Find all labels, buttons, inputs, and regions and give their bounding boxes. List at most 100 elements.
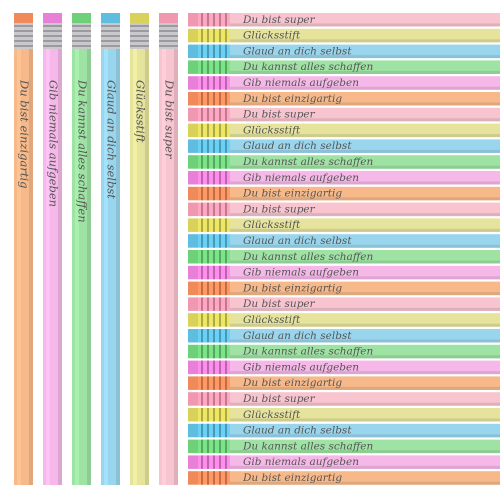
shadow bbox=[230, 39, 500, 43]
ferrule-band bbox=[213, 44, 215, 59]
ferrule-band bbox=[225, 360, 227, 375]
eraser bbox=[188, 76, 198, 90]
ferrule-band bbox=[43, 30, 62, 32]
eraser bbox=[43, 13, 62, 23]
ferrule-band bbox=[213, 28, 215, 43]
vertical-pencil: Glaud an dich selbst bbox=[101, 13, 120, 485]
horizontal-pencil: Glücksstift bbox=[188, 123, 500, 138]
shadow bbox=[230, 197, 500, 201]
shadow bbox=[230, 371, 500, 375]
ferrule-band bbox=[207, 76, 209, 90]
ferrule-band bbox=[201, 60, 203, 74]
pencil-label: Gib niemals aufgeben bbox=[243, 267, 359, 279]
ferrule-band bbox=[201, 171, 203, 185]
ferrule-band bbox=[201, 234, 203, 248]
body bbox=[230, 360, 500, 375]
shadow bbox=[230, 118, 500, 122]
shadow bbox=[230, 228, 500, 232]
pencil-label: Glücksstift bbox=[243, 124, 301, 136]
pencil-label: Du bist super bbox=[242, 298, 316, 310]
pencil-label: Du bist einzigartig bbox=[18, 79, 32, 189]
ferrule-band bbox=[43, 25, 62, 27]
body bbox=[230, 329, 500, 343]
eraser bbox=[188, 107, 198, 122]
ferrule-band bbox=[207, 265, 209, 280]
ferrule-band bbox=[207, 313, 209, 327]
vertical-pencil: Gib niemals aufgeben bbox=[43, 13, 62, 485]
pencil-label: Du bist einzigartig bbox=[242, 377, 342, 389]
ferrule-band bbox=[225, 171, 227, 185]
vertical-pencil: Du bist einzigartig bbox=[14, 13, 33, 485]
pencil-label: Gib niemals aufgeben bbox=[47, 80, 61, 207]
pencil-label: Glücksstift bbox=[243, 219, 301, 231]
eraser bbox=[188, 218, 198, 232]
ferrule-band bbox=[213, 281, 215, 296]
ferrule-band bbox=[219, 123, 221, 138]
ferrule-band bbox=[159, 40, 178, 42]
shadow bbox=[58, 49, 62, 485]
ferrule-band bbox=[225, 186, 227, 201]
horizontal-pencil: Gib niemals aufgeben bbox=[188, 265, 500, 280]
horizontal-pencil: Gib niemals aufgeben bbox=[188, 360, 500, 375]
ferrule-band bbox=[225, 123, 227, 138]
ferrule-band bbox=[201, 202, 203, 217]
ferrule-band bbox=[201, 155, 203, 169]
highlight bbox=[17, 49, 21, 485]
ferrule-band bbox=[225, 139, 227, 153]
body bbox=[230, 44, 500, 59]
body bbox=[230, 265, 500, 280]
pencil-label: Gib niemals aufgeben bbox=[243, 361, 359, 373]
ferrule-band bbox=[207, 423, 209, 438]
eraser bbox=[188, 92, 198, 106]
ferrule-band bbox=[213, 60, 215, 74]
ferrule-band bbox=[225, 423, 227, 438]
ferrule-band bbox=[201, 28, 203, 43]
body bbox=[230, 297, 500, 311]
pencil-label: Du kannst alles schaffen bbox=[242, 251, 373, 263]
ferrule-band bbox=[207, 139, 209, 153]
horizontal-pencil: Gib niemals aufgeben bbox=[188, 171, 500, 185]
horizontal-pencil: Du kannst alles schaffen bbox=[188, 250, 500, 264]
ferrule-band bbox=[213, 439, 215, 454]
eraser bbox=[188, 139, 198, 153]
horizontal-pencil: Du bist super bbox=[188, 107, 500, 122]
shadow bbox=[145, 49, 149, 485]
ferrule-band bbox=[201, 392, 203, 406]
horizontal-pencil: Glaud an dich selbst bbox=[188, 329, 500, 343]
pencil-label: Du bist einzigartig bbox=[242, 282, 342, 294]
ferrule-band bbox=[159, 30, 178, 32]
body bbox=[230, 281, 500, 296]
pencil-label: Du kannst alles schaffen bbox=[242, 156, 373, 168]
pencil-label: Du bist super bbox=[242, 14, 316, 26]
shadow bbox=[230, 23, 500, 27]
ferrule-band bbox=[201, 376, 203, 390]
ferrule-band bbox=[213, 344, 215, 359]
ferrule-band bbox=[225, 60, 227, 74]
ferrule-band bbox=[225, 392, 227, 406]
ferrule-band bbox=[207, 28, 209, 43]
ferrule-band bbox=[225, 234, 227, 248]
ferrule-band bbox=[72, 30, 91, 32]
highlight bbox=[75, 49, 79, 485]
body bbox=[230, 28, 500, 43]
pencil-label: Glücksstift bbox=[243, 314, 301, 326]
body bbox=[230, 60, 500, 74]
horizontal-pencil: Du kannst alles schaffen bbox=[188, 155, 500, 169]
ferrule-band bbox=[201, 439, 203, 454]
pencil-label: Du kannst alles schaffen bbox=[242, 440, 373, 452]
ferrule-band bbox=[225, 155, 227, 169]
horizontal-pencil: Du kannst alles schaffen bbox=[188, 344, 500, 359]
body bbox=[230, 218, 500, 232]
ferrule-band bbox=[219, 313, 221, 327]
ferrule-band bbox=[207, 202, 209, 217]
body bbox=[230, 234, 500, 248]
body bbox=[230, 250, 500, 264]
shadow bbox=[87, 49, 91, 485]
ferrule-band bbox=[213, 123, 215, 138]
ferrule-band bbox=[213, 455, 215, 469]
eraser bbox=[188, 234, 198, 248]
shadow bbox=[230, 307, 500, 311]
ferrule-band bbox=[219, 171, 221, 185]
ferrule-band bbox=[225, 107, 227, 122]
shadow bbox=[230, 244, 500, 248]
